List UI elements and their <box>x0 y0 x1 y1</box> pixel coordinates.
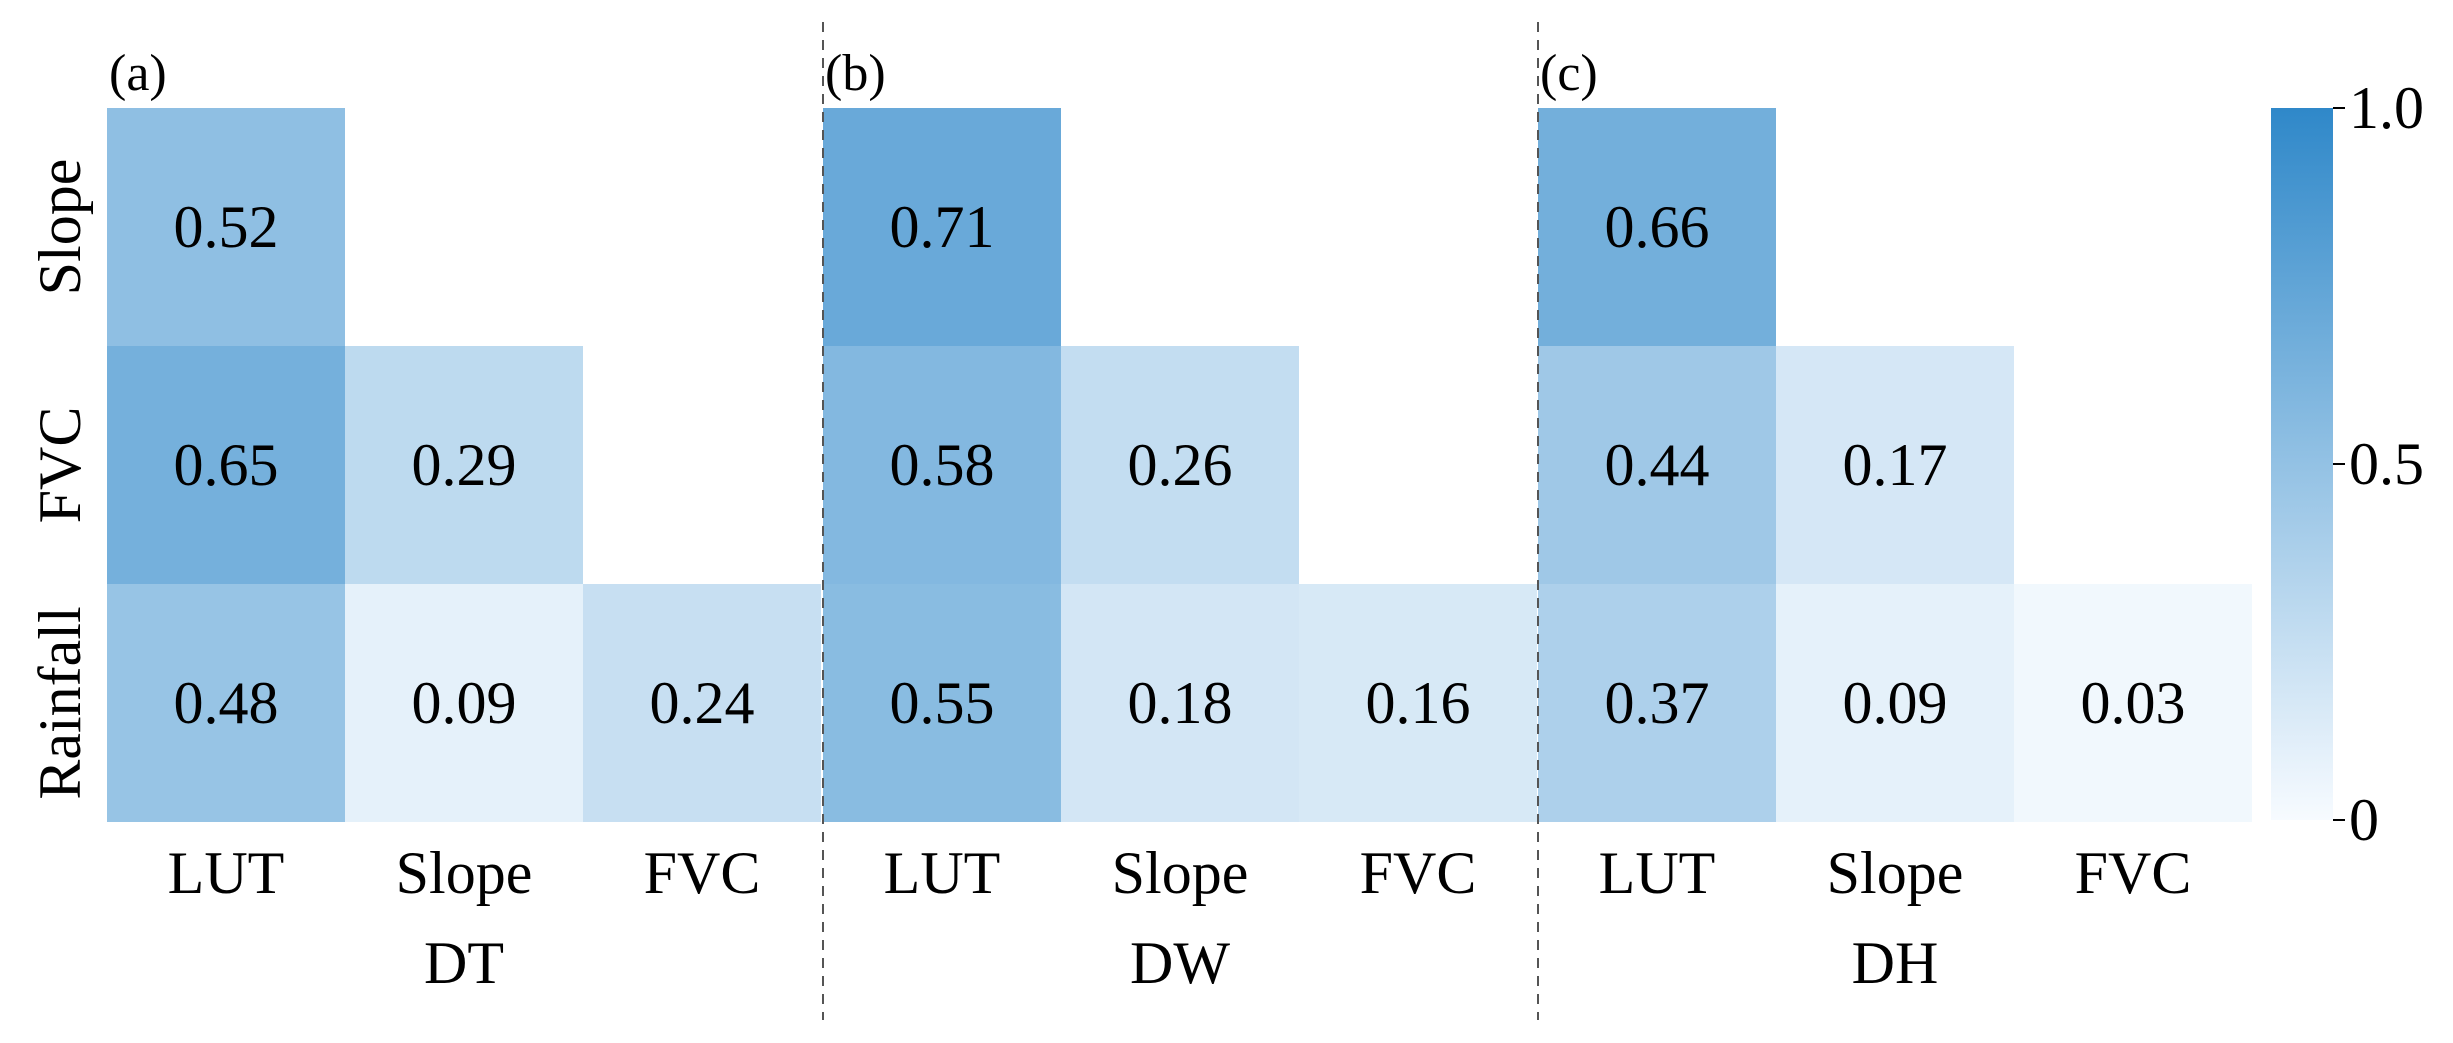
cell-value-label: 0.03 <box>2081 670 2186 736</box>
heatmap-cell <box>345 346 583 584</box>
y-tick-label: Slope <box>27 159 93 296</box>
cell-value-label: 0.48 <box>174 670 279 736</box>
panel-label: (b) <box>825 45 886 102</box>
cell-value-label: 0.29 <box>412 432 517 498</box>
panel-label: (a) <box>109 45 167 102</box>
x-tick-label: Slope <box>396 840 533 906</box>
heatmap-cell <box>823 584 1061 822</box>
heatmap-cell <box>107 346 345 584</box>
heatmap-cell <box>1061 346 1299 584</box>
x-tick-label: LUT <box>1599 840 1716 906</box>
heatmap-cell <box>1299 584 1537 822</box>
colorbar: 1.0 0.5 0 <box>2271 75 2424 853</box>
x-tick-label: FVC <box>1360 840 1477 906</box>
cell-value-label: 0.37 <box>1605 670 1710 736</box>
heatmap-cell <box>1538 346 1776 584</box>
heatmap-cell <box>2014 584 2252 822</box>
cell-value-label: 0.24 <box>650 670 755 736</box>
x-axis-label: DW <box>1130 930 1230 996</box>
heatmap-cell <box>583 584 821 822</box>
panel-2: 0.66 0.44 0.17 0.37 0.09 0.03 (c) LUT Slope FVC DH <box>1538 45 2252 996</box>
panel-1: 0.71 0.58 0.26 0.55 0.18 0.16 (b) LUT Slope FVC DW <box>823 45 1537 996</box>
cell-value-label: 0.17 <box>1843 432 1948 498</box>
heatmap-cell <box>345 584 583 822</box>
panel-label: (c) <box>1540 45 1598 102</box>
heatmap-cell <box>823 346 1061 584</box>
cell-value-label: 0.58 <box>890 432 995 498</box>
panel-0: 0.52 0.65 0.29 0.48 0.09 0.24 (a) LUT Slope FVC DT… <box>27 45 821 996</box>
heatmap-cell <box>107 584 345 822</box>
heatmap-cell <box>1776 584 2014 822</box>
cell-value-label: 0.66 <box>1605 194 1710 260</box>
colorbar-tick-label: 0 <box>2349 787 2379 853</box>
cell-value-label: 0.55 <box>890 670 995 736</box>
cell-value-label: 0.09 <box>412 670 517 736</box>
x-tick-label: LUT <box>884 840 1001 906</box>
cell-value-label: 0.52 <box>174 194 279 260</box>
heatmap-cell <box>1776 346 2014 584</box>
x-tick-label: FVC <box>2075 840 2192 906</box>
heatmap-cell <box>1538 108 1776 346</box>
cell-value-label: 0.26 <box>1128 432 1233 498</box>
heatmap-cell <box>1538 584 1776 822</box>
cell-value-label: 0.16 <box>1366 670 1471 736</box>
x-tick-label: FVC <box>644 840 761 906</box>
heatmap-cell <box>107 108 345 346</box>
cell-value-label: 0.65 <box>174 432 279 498</box>
x-axis-label: DT <box>424 930 504 996</box>
x-tick-label: Slope <box>1827 840 1964 906</box>
colorbar-gradient <box>2271 108 2333 820</box>
x-axis-label: DH <box>1852 930 1939 996</box>
y-tick-label: Rainfall <box>27 606 93 799</box>
heatmap-cell <box>823 108 1061 346</box>
cell-value-label: 0.71 <box>890 194 995 260</box>
cell-value-label: 0.18 <box>1128 670 1233 736</box>
cell-value-label: 0.44 <box>1605 432 1710 498</box>
colorbar-tick-label: 1.0 <box>2349 75 2424 141</box>
heatmap-cell <box>1061 584 1299 822</box>
cell-value-label: 0.09 <box>1843 670 1948 736</box>
x-tick-label: Slope <box>1112 840 1249 906</box>
y-tick-label: FVC <box>27 407 93 524</box>
x-tick-label: LUT <box>168 840 285 906</box>
colorbar-tick-label: 0.5 <box>2349 431 2424 497</box>
